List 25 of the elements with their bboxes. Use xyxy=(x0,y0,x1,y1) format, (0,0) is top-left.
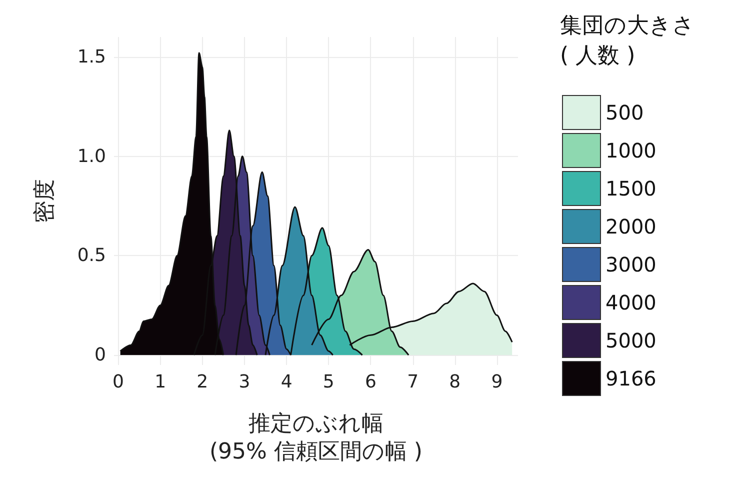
y-tick-label: 0.5 xyxy=(77,245,106,266)
legend-label: 2000 xyxy=(606,214,656,238)
legend-label: 5000 xyxy=(606,328,656,352)
x-tick-label: 2 xyxy=(196,372,208,392)
x-tick-label: 8 xyxy=(449,372,461,392)
x-tick-label: 7 xyxy=(407,372,419,392)
x-tick-label: 5 xyxy=(322,372,334,392)
legend-label: 1500 xyxy=(606,176,656,200)
legend-label: 3000 xyxy=(606,252,656,276)
x-tick-label: 3 xyxy=(238,372,250,392)
legend-label: 1000 xyxy=(606,138,656,162)
y-tick-label: 1.5 xyxy=(77,46,106,68)
x-tick-label: 0 xyxy=(112,372,124,392)
x-tick-label: 4 xyxy=(280,372,292,392)
y-tick-label: 1.0 xyxy=(77,146,106,167)
x-axis-title: 推定のぶれ幅 (95% 信頼区間の幅 ) xyxy=(209,412,423,464)
x-tick-label: 9 xyxy=(491,372,503,392)
legend-label: 4000 xyxy=(606,290,656,314)
x-tick-label: 1 xyxy=(154,372,166,392)
x-tick-label: 6 xyxy=(364,372,376,392)
legend-title: 集団の大きさ ( 人数 ) xyxy=(560,14,695,68)
y-tick-label: 0 xyxy=(94,344,106,366)
legend-label: 9166 xyxy=(606,366,656,390)
y-axis-title: 密度 xyxy=(32,179,58,223)
legend-label: 500 xyxy=(606,100,644,124)
